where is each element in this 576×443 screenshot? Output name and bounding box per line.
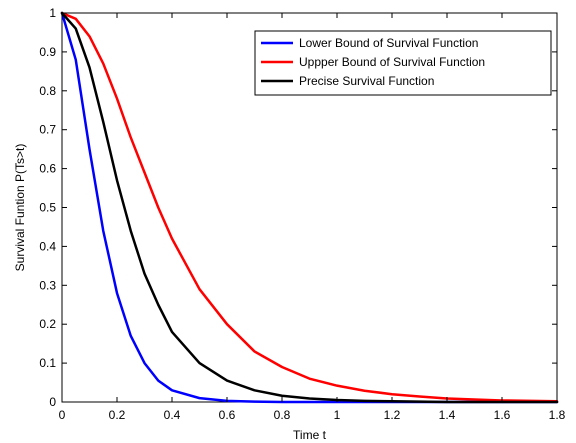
x-tick-label: 1.4 — [439, 408, 456, 422]
y-axis-label: Survival Funtion P(Ts>t) — [13, 144, 27, 272]
x-tick-label: 1.2 — [384, 408, 401, 422]
legend-label-1: Lower Bound of Survival Function — [299, 36, 478, 50]
x-tick-label: 0.4 — [164, 408, 181, 422]
series-line-3 — [60, 11, 559, 404]
legend-box — [254, 30, 552, 96]
y-tick-label: 0.6 — [39, 162, 56, 176]
legend-label-3: Precise Survival Function — [299, 74, 434, 88]
y-tick-label: 0 — [49, 395, 56, 409]
x-tick-label: 0 — [59, 408, 66, 422]
legend-label-2: Uppper Bound of Survival Function — [299, 55, 485, 69]
x-tick-label: 0.8 — [274, 408, 291, 422]
x-axis-label: Time t — [293, 428, 327, 442]
x-tick-label: 1.8 — [549, 408, 566, 422]
x-tick-label: 0.2 — [109, 408, 126, 422]
x-tick-label: 0.6 — [219, 408, 236, 422]
x-tick-label: 1.6 — [494, 408, 511, 422]
series-line-2 — [60, 11, 559, 403]
y-tick-label: 0.4 — [39, 239, 56, 253]
y-tick-label: 0.5 — [39, 201, 56, 215]
y-tick-label: 0.8 — [39, 84, 56, 98]
y-tick-label: 0.7 — [39, 123, 56, 137]
x-tick-label: 1 — [334, 408, 341, 422]
y-tick-label: 0.2 — [39, 317, 56, 331]
y-tick-label: 0.9 — [39, 45, 56, 59]
y-tick-label: 1 — [49, 6, 56, 20]
y-tick-label: 0.3 — [39, 278, 56, 292]
y-tick-label: 0.1 — [39, 356, 56, 370]
